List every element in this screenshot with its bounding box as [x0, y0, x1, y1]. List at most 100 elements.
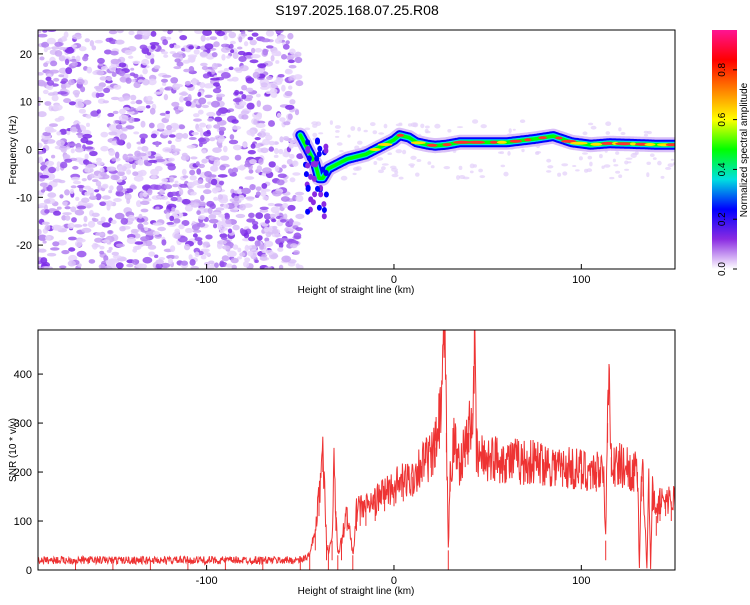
spectrogram-noise-speck: [670, 158, 675, 161]
spectrogram-noise-speck: [48, 166, 57, 174]
spectrogram-noise-speck: [97, 57, 105, 64]
spectrogram-noise-speck: [229, 134, 235, 140]
spectrogram-noise-speck: [80, 125, 87, 132]
spectrogram-noise-speck: [115, 191, 125, 197]
spectrogram-noise-speck: [86, 163, 96, 169]
ridge-spread-speck: [305, 184, 311, 191]
spectrogram-noise-speck: [168, 134, 176, 138]
spectrogram-noise-speck: [89, 192, 94, 198]
spectrogram-noise-speck: [288, 64, 297, 69]
spectrogram-noise-speck: [137, 106, 147, 110]
spectrogram-noise-speck: [178, 188, 184, 196]
spectrogram-noise-speck: [108, 124, 118, 132]
spectrogram-noise-speck: [290, 243, 298, 249]
spectrogram-noise-speck: [93, 85, 104, 90]
spectrogram-noise-speck: [99, 250, 105, 255]
spectrogram-noise-speck: [221, 54, 226, 61]
spectrogram-noise-speck: [225, 263, 233, 268]
spectrogram-noise-speck: [173, 66, 182, 70]
spectrogram-noise-speck: [261, 183, 268, 189]
spectrogram-noise-speck: [197, 179, 204, 185]
spectrogram-noise-speck: [165, 212, 171, 220]
spectrogram-noise-speck: [250, 54, 261, 59]
spectrogram-noise-speck: [188, 45, 195, 50]
spectrogram-noise-speck: [235, 213, 246, 219]
spectrogram-noise-speck: [284, 68, 293, 75]
spectrogram-noise-speck: [142, 78, 150, 86]
spectrogram-noise-speck: [194, 30, 203, 34]
spectrogram-noise-speck: [312, 124, 318, 128]
spectrogram-noise-speck: [111, 251, 120, 256]
spectrogram-noise-speck: [38, 228, 42, 236]
spectrogram-noise-speck: [370, 122, 376, 127]
figure-title: S197.2025.168.07.25.R08: [275, 2, 439, 18]
spectrogram-noise-speck: [660, 175, 665, 179]
spectrogram-noise-speck: [128, 116, 135, 124]
spectrogram-noise-speck: [46, 37, 56, 45]
spectrogram-noise-speck: [336, 142, 343, 146]
spectrogram-noise-speck: [238, 101, 247, 106]
spectrogram-noise-speck: [130, 101, 136, 105]
ridge-spread-speck: [317, 145, 323, 152]
spectrogram-noise-speck: [408, 163, 416, 167]
spectrogram-noise-speck: [38, 72, 44, 76]
spectrogram-noise-speck: [207, 117, 214, 122]
spectrogram-noise-speck: [136, 152, 147, 157]
spectrogram-noise-speck: [147, 188, 153, 196]
spectrogram-noise-speck: [219, 165, 226, 171]
spectrogram-noise-speck: [277, 247, 284, 252]
spectrogram-noise-speck: [178, 106, 184, 111]
spectrogram-noise-speck: [209, 36, 218, 40]
spectrogram-noise-speck: [228, 43, 234, 49]
spectrogram-noise-speck: [195, 161, 200, 167]
spectrogram-noise-speck: [80, 86, 86, 93]
spectrogram-noise-speck: [183, 68, 190, 73]
spectrogram-noise-speck: [204, 43, 214, 50]
spectrogram-noise-speck: [44, 235, 52, 241]
spectrogram-noise-speck: [284, 90, 293, 97]
spectrogram-noise-speck: [182, 175, 189, 179]
spectrogram-noise-speck: [71, 176, 80, 181]
spectrogram-noise-speck: [238, 36, 243, 43]
spectrogram-noise-speck: [270, 254, 279, 259]
spectrogram-noise-speck: [178, 92, 189, 96]
spectrogram-noise-speck: [104, 265, 110, 269]
spectrogram-noise-speck: [105, 259, 113, 264]
spectrogram-noise-speck: [287, 113, 293, 121]
spectrogram-noise-speck: [373, 161, 378, 165]
spectrogram-noise-speck: [521, 148, 525, 153]
spectrogram-noise-speck: [624, 160, 629, 165]
spectrogram-noise-speck: [160, 262, 171, 268]
spectrogram-noise-speck: [207, 124, 212, 129]
spectrogram-noise-speck: [202, 30, 212, 36]
spectrogram-noise-speck: [197, 239, 203, 246]
spectrogram-noise-speck: [458, 165, 463, 170]
spectrogram-noise-speck: [138, 213, 143, 219]
ridge-spread-speck: [321, 207, 327, 213]
ridge-spread-speck: [306, 155, 312, 162]
spectrogram-noise-speck: [150, 30, 157, 37]
spectrogram-noise-speck: [350, 126, 356, 131]
spectrogram-noise-speck: [78, 108, 86, 114]
spectrogram-noise-speck: [203, 189, 212, 195]
spectrogram-noise-speck: [42, 131, 51, 137]
spectrogram-noise-speck: [91, 244, 101, 248]
spectrogram-noise-speck: [546, 158, 552, 163]
spectrogram-noise-speck: [117, 170, 125, 177]
spectrogram-noise-speck: [108, 30, 118, 35]
spectrogram-noise-speck: [155, 259, 164, 265]
spectrogram-noise-speck: [174, 180, 179, 184]
spectrogram-noise-speck: [86, 205, 91, 209]
spectrogram-noise-speck: [192, 80, 197, 86]
spectrogram-noise-speck: [118, 62, 127, 68]
spectrogram-noise-speck: [280, 196, 290, 202]
spectrogram-noise-speck: [124, 49, 133, 56]
spectrogram-noise-speck: [112, 255, 122, 259]
spectrogram-noise-speck: [166, 254, 176, 260]
spectrogram-noise-speck: [572, 165, 577, 167]
spectrogram-noise-speck: [63, 98, 72, 104]
spectrogram-noise-speck: [257, 131, 267, 138]
spectrogram-noise-speck: [613, 164, 619, 167]
spectrogram-noise-speck: [178, 224, 185, 230]
